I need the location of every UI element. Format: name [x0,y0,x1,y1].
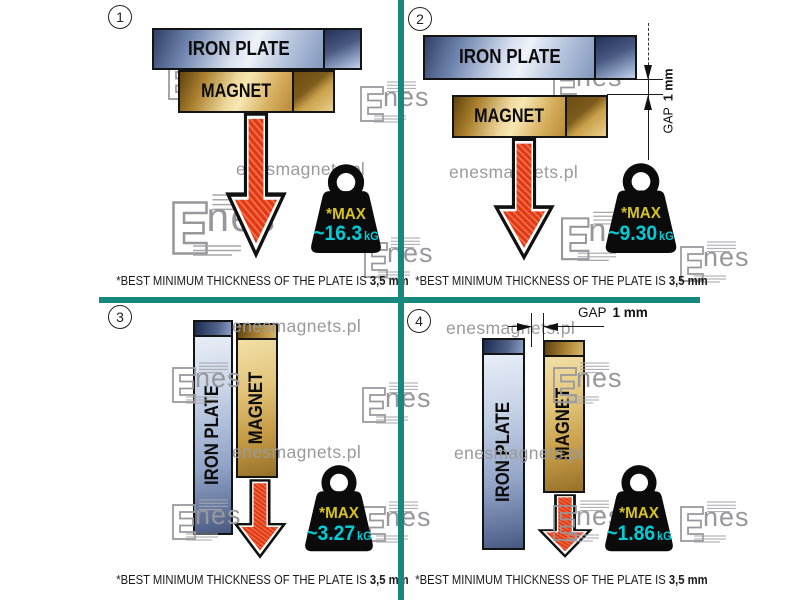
iron-plate: IRON PLATE [423,35,637,80]
pull-force-arrow [233,479,287,559]
kettlebell-icon [605,163,677,253]
magnet-label: MAGNET [474,105,545,127]
gap-dimension-line [648,80,649,160]
iron-plate-label: IRON PLATE [458,46,561,68]
enes-e-icon [553,500,609,542]
footnote: *BEST MINIMUM THICKNESS OF THE PLATE IS … [116,274,409,288]
weight-icon: *MAX ~1.86 kG [595,463,683,559]
watermark-site-text: enesmagnets.pl [232,442,362,462]
enes-logo-watermark: nes [356,80,429,124]
enes-logo-watermark: nes [549,361,622,405]
gap-extension-line [543,313,544,347]
gap-dimension-line [544,326,604,327]
iron-plate-label: IRON PLATE [187,37,290,60]
max-label: *MAX [319,505,359,523]
max-label: *MAX [621,205,661,222]
enes-logo-watermark: nes [358,381,431,425]
weight-icon: *MAX ~9.30 kG [596,161,686,261]
panel-1-number-badge: 1 [108,5,132,29]
weight-icon: *MAX ~16.3 kG [301,162,391,261]
max-pull-value: ~1.86 kG [606,521,672,545]
down-arrow-icon [225,111,287,259]
gap-dimension-line [648,23,649,80]
kettlebell-icon [311,164,381,254]
watermark-site-text: enesmagnets.pl [446,318,576,338]
enes-logo-watermark: nes [676,500,749,544]
iron-plate: IRON PLATE [152,28,362,70]
max-pull-value: ~16.3 kG [313,222,379,246]
enes-logo-watermark: nes [676,240,749,284]
panel-4-number-badge: 4 [407,309,431,333]
weight-icon: *MAX ~3.27 kG [295,463,383,559]
enes-logo-watermark: nes [168,498,241,542]
footnote: *BEST MINIMUM THICKNESS OF THE PLATE IS … [116,573,409,587]
pull-force-arrow [225,111,287,259]
max-pull-value: ~9.30 kG [608,222,674,245]
iron-plate-edge [323,30,360,68]
horizontal-divider [99,297,700,303]
watermark-site-text: enesmagnets.pl [454,443,584,463]
pull-force-arrow [493,137,555,261]
down-arrow-icon [233,479,287,559]
panel-3-number-badge: 3 [108,305,132,329]
magnet-edge [292,72,333,111]
magnet: MAGNET [236,323,278,478]
magnet: MAGNET [452,95,608,138]
enes-e-icon [680,501,736,543]
kettlebell-icon [305,465,373,552]
panel-2-number-badge: 2 [408,7,432,31]
dimension-arrow-up-icon [644,95,652,110]
magnet: MAGNET [543,340,585,493]
dimension-arrow-down-icon [644,65,652,80]
gap-extension-line [531,313,532,347]
max-label: *MAX [326,205,366,223]
dimension-arrow-left-icon [544,323,558,331]
max-pull-value: ~3.27 kG [306,521,372,545]
enes-logo-watermark: nes [168,361,241,405]
magnet-label: MAGNET [201,80,271,102]
enes-e-icon [172,499,228,541]
magnet-edge [565,97,606,136]
iron-plate-edge [594,37,635,78]
footnote: *BEST MINIMUM THICKNESS OF THE PLATE IS … [415,573,708,587]
magnet: MAGNET [178,70,335,113]
enes-e-icon [680,241,736,283]
iron-plate: IRON PLATE [482,338,525,550]
footnote: *BEST MINIMUM THICKNESS OF THE PLATE IS … [415,274,708,288]
dimension-arrow-right-icon [517,323,531,331]
watermark-site-text: enesmagnets.pl [232,316,362,336]
max-label: *MAX [619,505,659,523]
gap-dimension-label: GAP1 mm [662,68,676,134]
enes-logo-watermark: nes [360,236,433,280]
magnet-label: MAGNET [246,371,268,445]
down-arrow-icon [493,137,555,261]
kettlebell-icon [605,465,673,552]
enes-e-icon [553,362,609,404]
enes-e-icon [172,362,228,404]
gap-extension-line [607,94,663,95]
